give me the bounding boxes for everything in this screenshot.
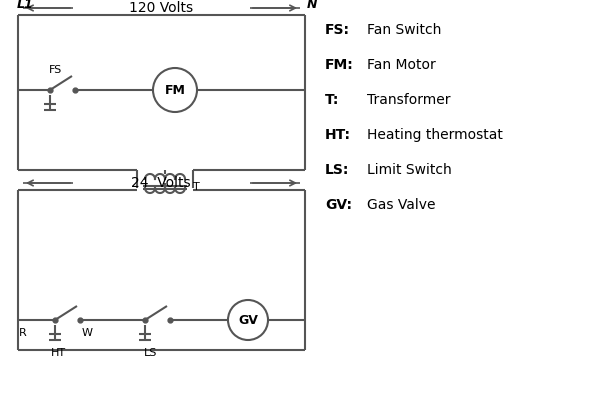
Text: W: W [82,328,93,338]
Text: HT: HT [50,348,65,358]
Text: FM:: FM: [325,58,354,72]
Circle shape [228,300,268,340]
Text: T:: T: [325,93,339,107]
Text: Fan Motor: Fan Motor [367,58,436,72]
Text: Gas Valve: Gas Valve [367,198,435,212]
Text: Transformer: Transformer [367,93,451,107]
Text: LS:: LS: [325,163,349,177]
Text: N: N [307,0,317,12]
Text: FS:: FS: [325,23,350,37]
Text: T: T [193,182,200,192]
Text: Heating thermostat: Heating thermostat [367,128,503,142]
Text: 24  Volts: 24 Volts [131,176,191,190]
Text: R: R [19,328,27,338]
Text: 120 Volts: 120 Volts [129,1,193,15]
Text: FM: FM [165,84,185,96]
Text: FS: FS [50,65,63,75]
Text: LS: LS [145,348,158,358]
Text: GV: GV [238,314,258,326]
Text: Fan Switch: Fan Switch [367,23,441,37]
Text: GV:: GV: [325,198,352,212]
Text: Limit Switch: Limit Switch [367,163,452,177]
Circle shape [153,68,197,112]
Text: L1: L1 [17,0,34,12]
Text: HT:: HT: [325,128,351,142]
